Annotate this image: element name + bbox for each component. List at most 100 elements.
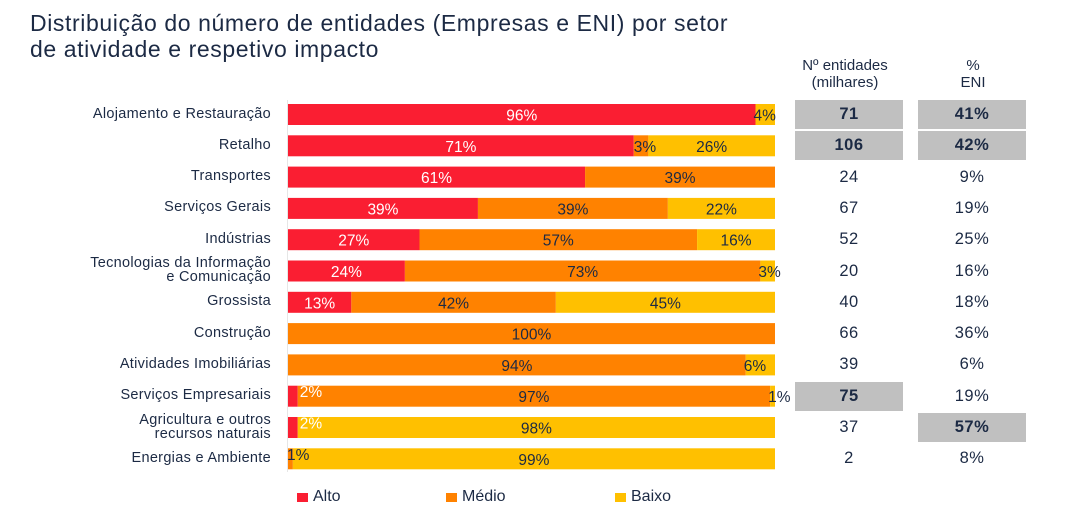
legend-swatch-baixo [615,492,626,502]
entities-cell: 24 [839,167,859,186]
eni-header-line-1: % [966,57,980,74]
category-label: Retalho [0,136,271,153]
entities-cell: 71 [795,100,903,129]
data-label: 1% [768,389,791,406]
category-label: Construção [0,324,271,341]
category-label-line: Energias e Ambiente [131,449,271,466]
data-label: 73% [567,264,598,281]
eni-pct-cell: 16% [954,261,990,280]
category-label-line: Indústrias [205,230,271,247]
data-label: 2% [300,416,323,433]
bar-segment-baixo [745,354,775,376]
eni-pct-cell: 41% [918,100,1026,129]
legend-item-baixo: Baixo [615,488,671,506]
legend-label-baixo: Baixo [631,488,672,505]
category-label: Energias e Ambiente [0,449,271,466]
data-label: 24% [331,264,362,281]
data-label: 39% [665,170,696,187]
bar-segment-alto [288,135,634,157]
bar-segment-alto [288,104,756,125]
eni-header-line-2: ENI [960,74,986,91]
eni-pct-cell: 19% [954,198,990,217]
entities-header-line-2: (milhares) [811,74,879,91]
bar-segment-baixo [648,135,775,157]
bar-segment-medio [351,291,556,313]
eni-pct-cell: 8% [959,449,985,468]
category-label: Atividades Imobiliárias [0,355,271,372]
data-label: 57% [543,233,574,250]
category-label-line: Retalho [218,136,271,153]
data-label: 42% [438,295,469,312]
legend-swatch-alto [297,492,308,502]
chart-title-line-2: de atividade e respetivo impacto [30,36,380,62]
entities-cell: 2 [844,449,854,468]
data-label: 22% [706,201,737,218]
category-label: Serviços Gerais [0,200,271,215]
eni-pct-cell: 9% [959,167,985,186]
eni-pct-cell: 36% [954,324,990,343]
entities-cell: 52 [839,230,859,249]
bar-segment-medio [288,448,293,470]
bar-segment-medio [419,229,698,251]
data-label: 27% [338,233,369,250]
bar-segment-alto [288,291,352,313]
data-label: 6% [744,358,767,375]
entities-column-header: Nº entidades (milhares) [790,57,900,91]
bar-segment-baixo [770,385,775,407]
category-label-line: Construção [193,324,271,341]
bar-segment-alto [288,197,478,219]
legend-item-medio: Médio [446,488,506,506]
data-label: 99% [518,452,549,469]
bar-segment-medio [633,135,649,157]
data-label: 39% [557,201,588,218]
bar-segment-alto [288,166,586,188]
bar-segment-baixo [292,448,775,470]
category-label-line: Serviços Empresariais [120,387,271,404]
data-label: 39% [367,201,398,218]
data-label: 71% [445,139,476,156]
category-label-line: Alojamento e Restauração [92,105,271,122]
entities-cell: 75 [795,381,903,411]
legend-label-medio: Médio [462,488,506,505]
bar-segment-medio [288,323,775,345]
data-label: 3% [758,264,781,281]
eni-column-header: % ENI [918,57,1028,91]
entities-cell: 66 [839,324,859,343]
bar-segment-alto [288,417,298,438]
chart-title-line-1: Distribuição do número de entidades (Emp… [30,10,729,36]
bar-segment-baixo [667,197,775,219]
entities-header-line-1: Nº entidades [802,57,888,74]
data-label: 45% [650,295,681,312]
category-label: Tecnologias da Informação e Comunicação [0,256,271,285]
category-axis-line [287,100,288,472]
eni-pct-cell: 25% [954,230,990,249]
data-label: 16% [721,233,752,250]
data-label: 3% [634,139,657,156]
entities-cell: 39 [839,355,859,374]
eni-pct-cell: 18% [954,292,990,311]
bar-segment-baixo [760,260,775,282]
category-label-line: Atividades Imobiliárias [119,355,271,372]
category-label: Indústrias [0,230,271,247]
data-label: 61% [421,170,452,187]
bar-segment-alto [288,260,405,282]
entities-cell: 37 [839,418,859,436]
eni-pct-cell: 19% [954,386,990,405]
data-label: 4% [754,108,777,125]
bar-segment-alto [288,385,298,407]
bar-segment-medio [477,197,668,219]
bar-segment-baixo [755,104,775,125]
legend-swatch-medio [446,492,457,502]
data-label: 13% [304,295,335,312]
data-label: 96% [506,108,537,125]
bar-segment-medio [297,385,771,407]
entities-cell: 40 [839,292,859,311]
legend-label-alto: Alto [313,488,341,505]
data-label: 98% [521,421,552,438]
category-label: Agricultura e outros recursos naturais [0,411,271,441]
category-label-line: Agricultura e outros [139,411,271,428]
data-label: 26% [696,139,727,156]
data-label: 2% [300,384,323,401]
data-label: 97% [518,389,549,406]
